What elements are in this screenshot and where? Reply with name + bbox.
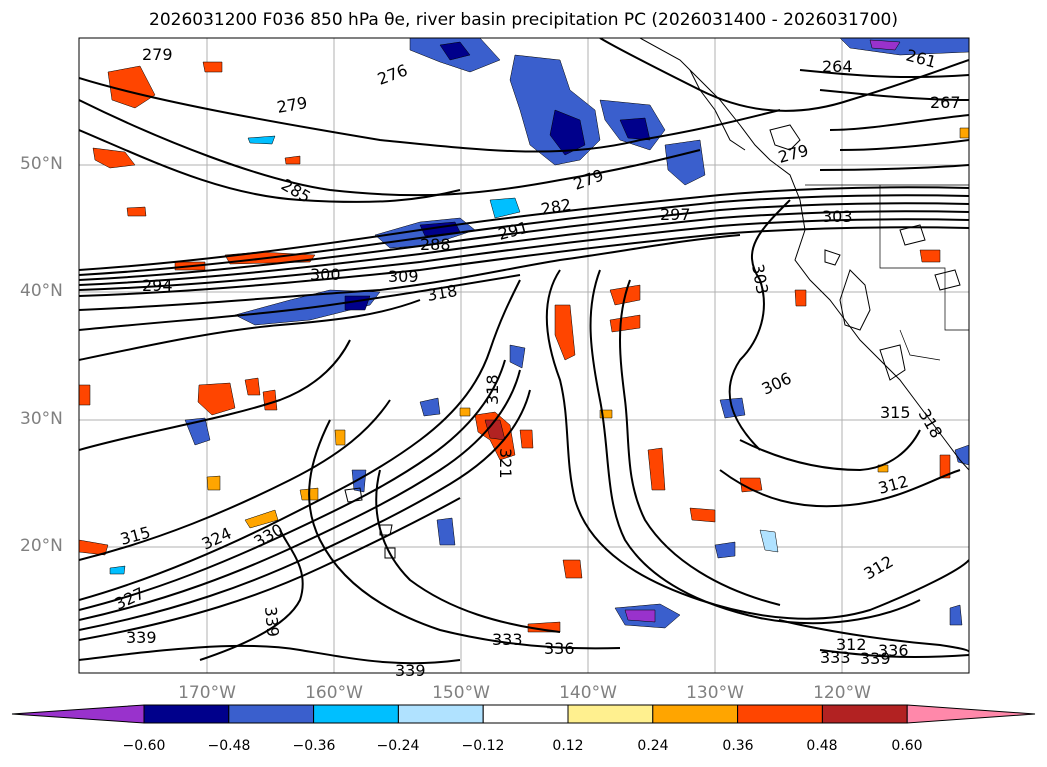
map-title: 2026031200 F036 850 hPa θe, river basin … <box>149 10 898 30</box>
coastlines <box>344 38 969 559</box>
contour-label: 279 <box>142 45 173 64</box>
contour-label: 339 <box>126 628 157 647</box>
colorbar-tick: −0.24 <box>376 738 420 754</box>
colorbar-tick: 0.12 <box>552 738 584 754</box>
contour-label: 339 <box>395 661 426 680</box>
lon-label-130w: 130°W <box>686 683 744 703</box>
contour-label: 333 <box>820 648 851 667</box>
lon-label-170w: 170°W <box>178 683 236 703</box>
contour-label: 333 <box>492 630 523 649</box>
map-frame <box>78 37 970 674</box>
contour-label: 336 <box>878 641 909 660</box>
borders <box>805 184 969 361</box>
colorbar <box>11 704 1036 724</box>
precip-positive-shading <box>79 61 969 633</box>
contour-label: 339 <box>860 649 891 668</box>
colorbar-extend-low <box>11 704 145 724</box>
contour-label: 312 <box>836 635 867 654</box>
contour-label: 318 <box>483 374 502 405</box>
contour-label: 300 <box>310 265 341 284</box>
contour-label: 303 <box>822 207 853 226</box>
contour-label: 294 <box>142 276 173 295</box>
colorbar-tick: −0.12 <box>461 738 505 754</box>
contour-label: 336 <box>544 639 575 658</box>
contour-label: 339 <box>261 606 283 638</box>
contour-label: 297 <box>660 205 691 224</box>
theta-e-contours <box>79 38 969 665</box>
lat-label-20n: 20°N <box>20 536 63 556</box>
colorbar-tick: −0.60 <box>122 738 166 754</box>
lat-label-40n: 40°N <box>20 281 63 301</box>
colorbar-extend-high <box>906 704 1036 724</box>
colorbar-tick: −0.48 <box>207 738 251 754</box>
lat-label-30n: 30°N <box>20 409 63 429</box>
contour-label: 309 <box>388 267 419 286</box>
contour-label: 315 <box>880 403 911 422</box>
colorbar-tick: 0.24 <box>637 738 669 754</box>
lon-label-140w: 140°W <box>559 683 617 703</box>
contour-label: 267 <box>930 93 961 112</box>
lon-label-150w: 150°W <box>432 683 490 703</box>
colorbar-tick: 0.48 <box>806 738 838 754</box>
contour-label: 288 <box>420 235 451 254</box>
lon-label-160w: 160°W <box>305 683 363 703</box>
contour-label: 321 <box>496 448 515 479</box>
colorbar-tick: 0.36 <box>722 738 754 754</box>
lat-label-50n: 50°N <box>20 154 63 174</box>
contour-label: 264 <box>822 57 853 76</box>
gridlines <box>79 38 969 673</box>
colorbar-tick: 0.60 <box>891 738 923 754</box>
colorbar-tick: −0.36 <box>292 738 336 754</box>
lon-label-120w: 120°W <box>813 683 871 703</box>
